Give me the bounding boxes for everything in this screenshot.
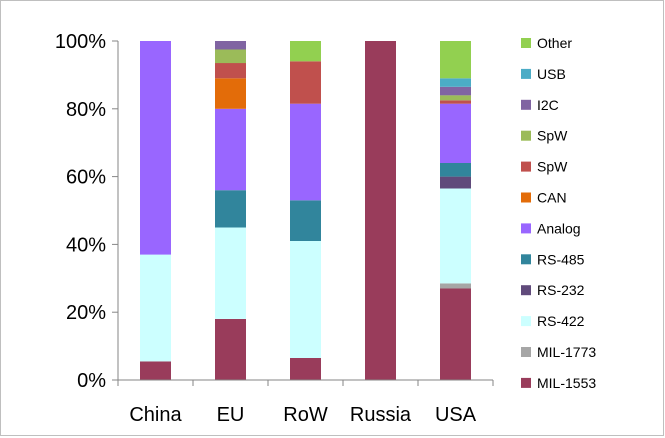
legend-label: Analog (537, 220, 581, 236)
legend-swatch (521, 38, 531, 48)
legend-label: RS-422 (537, 313, 585, 329)
y-tick-label: 80% (66, 99, 106, 121)
bars-layer (140, 41, 471, 380)
axes-layer: 0% 20% 40% 60% 80% 100% China EU RoW Russia USA (55, 31, 494, 426)
bar-segment-usa-analog (440, 103, 471, 163)
legend-label: SpW (537, 128, 568, 144)
legend-label: MIL-1773 (537, 344, 596, 360)
bar-segment-eu-rs-422 (215, 227, 246, 319)
bar-segment-eu-can (215, 78, 246, 109)
y-tick-label: 20% (66, 302, 106, 324)
legend-swatch (521, 223, 531, 234)
x-tick-label-russia: Russia (350, 404, 412, 426)
bar-segment-row-analog (290, 103, 321, 201)
y-tick-label: 60% (66, 167, 106, 189)
y-tick-label: 40% (66, 234, 106, 256)
bar-segment-usa-other (440, 41, 471, 79)
bar-segment-usa-mil-1773 (440, 283, 471, 289)
bar-segment-russia-mil-1553 (365, 41, 396, 380)
bar-segment-china-rs-422 (140, 254, 171, 362)
legend-label: RS-232 (537, 282, 585, 298)
x-tick-label-eu: EU (217, 404, 245, 426)
legend-swatch (521, 316, 531, 327)
legend-label: MIL-1553 (537, 375, 596, 391)
x-tick-label-china: China (129, 404, 182, 426)
legend-swatch (521, 192, 531, 203)
bar-segment-usa-usb (440, 78, 471, 87)
legend-layer: Other USB I2C SpW SpW CAN Analog RS-485 RS-232 RS… (521, 35, 596, 391)
bar-segment-row-mil-1553 (290, 358, 321, 380)
bar-segment-usa-spw (440, 100, 471, 104)
legend-swatch (521, 254, 531, 265)
bar-segment-usa-rs-485 (440, 163, 471, 177)
bar-segment-row-other (290, 41, 321, 62)
bar-segment-usa-rs-422 (440, 188, 471, 284)
legend-label: USB (537, 66, 566, 82)
legend-label: CAN (537, 190, 567, 206)
legend-label: Other (537, 35, 572, 51)
legend-label: RS-485 (537, 251, 585, 267)
legend-label: I2C (537, 97, 559, 113)
bar-segment-eu-mil-1553 (215, 319, 246, 380)
y-tick-label: 0% (77, 370, 106, 392)
bar-segment-row-rs-422 (290, 241, 321, 358)
x-tick-label-usa: USA (435, 404, 477, 426)
legend-swatch (521, 347, 531, 357)
legend-swatch (521, 130, 531, 141)
legend-swatch (521, 99, 531, 110)
bar-segment-row-spw (290, 61, 321, 104)
legend-swatch (521, 285, 531, 296)
bar-segment-usa-spw (440, 95, 471, 101)
bar-segment-usa-i2c (440, 86, 471, 96)
bar-segment-china-analog (140, 41, 171, 255)
legend-swatch (521, 68, 531, 79)
bar-segment-usa-rs-232 (440, 176, 471, 189)
legend-swatch (521, 377, 531, 388)
bar-segment-eu-rs-485 (215, 190, 246, 228)
bar-segment-eu-spw (215, 63, 246, 79)
bar-segment-eu-spw (215, 49, 246, 64)
bar-segment-eu-i2c (215, 41, 246, 50)
x-tick-label-row: RoW (283, 404, 328, 426)
legend-label: SpW (537, 159, 568, 175)
bar-segment-china-mil-1553 (140, 361, 171, 380)
bar-segment-eu-analog (215, 108, 246, 191)
bar-segment-row-rs-485 (290, 200, 321, 241)
bar-segment-usa-mil-1553 (440, 288, 471, 380)
legend-swatch (521, 161, 531, 172)
y-tick-label: 100% (55, 31, 106, 53)
